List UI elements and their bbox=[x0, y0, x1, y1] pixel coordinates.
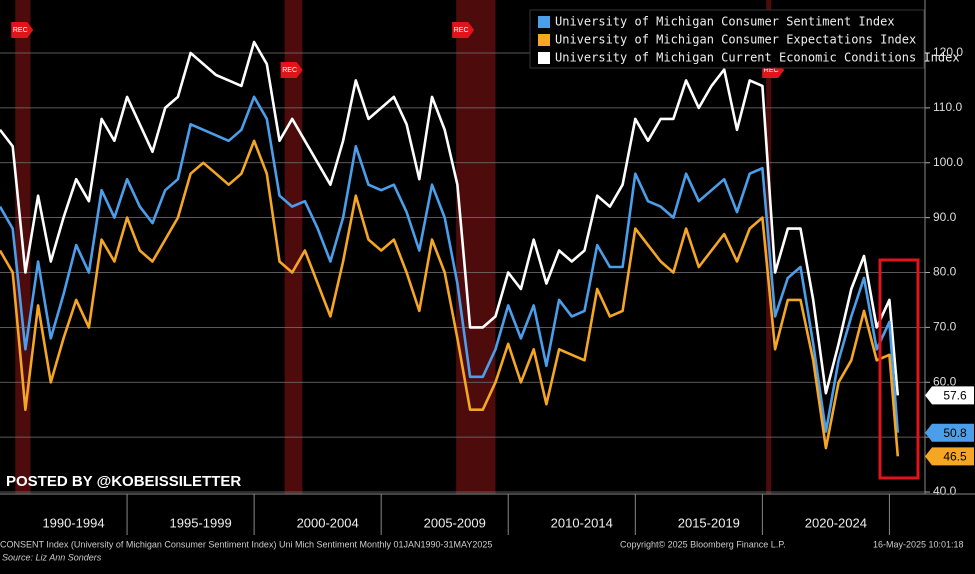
highlight-box bbox=[878, 258, 920, 480]
legend-box bbox=[529, 9, 925, 69]
value-tag bbox=[925, 447, 974, 466]
x-tick-label: 2020-2024 bbox=[805, 515, 867, 530]
recession-label: REC bbox=[454, 27, 469, 34]
legend-swatch bbox=[538, 34, 550, 46]
y-tick-label: 90.0 bbox=[933, 210, 957, 224]
y-tick-label: 70.0 bbox=[933, 320, 957, 334]
y-tick-label: 80.0 bbox=[933, 265, 957, 279]
series-line bbox=[0, 139, 900, 457]
x-tick-label: 2010-2014 bbox=[551, 515, 613, 530]
x-tick-label: 2015-2019 bbox=[678, 515, 740, 530]
x-tick-label: 2005-2009 bbox=[424, 515, 486, 530]
x-tick-label: 1995-1999 bbox=[170, 515, 232, 530]
legend-label: University of Michigan Current Economic … bbox=[555, 51, 960, 65]
legend-label: University of Michigan Consumer Expectat… bbox=[555, 33, 916, 47]
legend-label: University of Michigan Consumer Sentimen… bbox=[555, 15, 895, 29]
copyright: Copyright© 2025 Bloomberg Finance L.P. bbox=[620, 539, 786, 549]
watermark: POSTED BY @KOBEISSILETTER bbox=[6, 473, 241, 490]
recession-tag bbox=[452, 22, 475, 38]
y-tick-label: 120.0 bbox=[933, 45, 963, 59]
legend-swatch bbox=[538, 16, 550, 28]
value-tag bbox=[925, 386, 974, 405]
series-line bbox=[0, 40, 900, 396]
x-tick-label: 2000-2004 bbox=[297, 515, 359, 530]
y-tick-label: 60.0 bbox=[933, 374, 957, 388]
x-tick-label: 1990-1994 bbox=[42, 515, 104, 530]
y-tick-label: 110.0 bbox=[933, 100, 962, 114]
recession-tag bbox=[11, 22, 34, 38]
recession-label: REC bbox=[282, 67, 297, 74]
y-tick-label: 100.0 bbox=[933, 155, 963, 169]
legend-swatch bbox=[538, 52, 550, 64]
value-tag-label: 50.8 bbox=[943, 426, 967, 440]
value-tag-label: 46.5 bbox=[943, 450, 967, 464]
source: Source: Liz Ann Sonders bbox=[2, 552, 102, 562]
y-tick-label: 40.0 bbox=[933, 484, 957, 498]
series-line bbox=[0, 95, 900, 433]
value-tag bbox=[925, 423, 974, 442]
timestamp: 16-May-2025 10:01:18 bbox=[873, 539, 964, 549]
recession-tag bbox=[280, 62, 303, 78]
recession-label: REC bbox=[13, 27, 28, 34]
value-tag-label: 57.6 bbox=[943, 389, 967, 403]
footer: CONSENT Index (University of Michigan Co… bbox=[0, 539, 492, 549]
recession-label: REC bbox=[764, 67, 779, 74]
